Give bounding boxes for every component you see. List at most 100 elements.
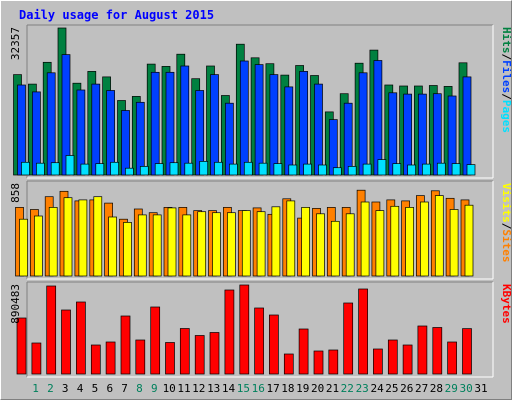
bar-visits-day-1 [19, 218, 28, 277]
bar-kbytes-day-2 [31, 342, 42, 375]
x-tick-day-28: 28 [430, 382, 443, 395]
x-tick-day-3: 3 [62, 382, 69, 395]
bar-pages-day-3 [50, 162, 60, 176]
legend-part-hits: Hits [500, 27, 511, 54]
bar-pages-day-24 [362, 163, 372, 176]
bar-kbytes-day-29 [432, 327, 443, 375]
legend-part-slash: / [500, 54, 511, 61]
bar-pages-day-10 [154, 163, 164, 176]
bar-pages-day-9 [139, 166, 149, 176]
x-tick-day-17: 17 [266, 382, 279, 395]
bar-files-day-16 [239, 60, 249, 176]
bar-visits-day-17 [256, 211, 266, 277]
legend-part-visits: Visits [500, 183, 511, 223]
x-tick-day-30: 30 [459, 382, 472, 395]
bar-pages-day-25 [377, 159, 387, 176]
bar-visits-day-11 [167, 207, 177, 277]
bar-visits-day-26 [390, 205, 400, 277]
legend-part-sites: Sites [500, 229, 511, 262]
bar-pages-day-5 [80, 163, 90, 176]
x-tick-day-11: 11 [177, 382, 190, 395]
bar-files-day-30 [447, 95, 457, 176]
bar-visits-day-25 [375, 210, 385, 277]
bar-pages-day-6 [95, 163, 105, 176]
bar-kbytes-day-12 [179, 328, 190, 375]
x-tick-day-23: 23 [356, 382, 369, 395]
x-tick-day-25: 25 [385, 382, 398, 395]
bar-files-day-24 [358, 72, 368, 176]
x-tick-day-6: 6 [106, 382, 113, 395]
bar-visits-day-7 [108, 216, 117, 277]
legend-part-pages: Pages [500, 100, 511, 133]
bar-visits-day-12 [182, 214, 192, 277]
series-legend-top: Hits/Files/Pages [500, 27, 511, 133]
bar-files-day-19 [284, 86, 294, 176]
bar-pages-day-8 [125, 167, 134, 176]
bar-kbytes-day-15 [224, 289, 235, 375]
bar-files-day-10 [150, 71, 160, 176]
series-legend-bottom: KBytes [500, 284, 511, 324]
bar-visits-day-2 [34, 215, 43, 277]
bar-pages-day-17 [258, 162, 268, 176]
x-tick-day-12: 12 [192, 382, 205, 395]
bar-kbytes-day-9 [135, 339, 146, 375]
bar-files-day-20 [299, 71, 308, 176]
y-max-label-bottom: 890483 [9, 284, 22, 324]
bar-pages-day-2 [36, 162, 45, 176]
bar-pages-day-15 [229, 163, 238, 176]
x-tick-day-14: 14 [222, 382, 236, 395]
bar-files-day-25 [373, 60, 383, 176]
x-tick-day-4: 4 [77, 382, 84, 395]
bar-files-day-2 [32, 91, 41, 176]
bar-pages-day-20 [303, 163, 312, 176]
bar-kbytes-day-31 [462, 328, 472, 375]
bar-files-day-17 [254, 64, 264, 176]
x-tick-day-13: 13 [207, 382, 220, 395]
bar-kbytes-day-4 [61, 309, 71, 375]
bar-kbytes-day-14 [209, 332, 220, 375]
bar-files-day-14 [210, 74, 219, 176]
bar-files-day-8 [121, 110, 130, 176]
chart-title: Daily usage for August 2015 [19, 8, 215, 22]
bar-pages-day-27 [407, 164, 416, 176]
bar-pages-day-22 [332, 167, 342, 176]
x-tick-day-10: 10 [163, 382, 176, 395]
bar-pages-day-14 [214, 161, 223, 176]
bar-pages-day-12 [184, 162, 194, 176]
x-tick-day-31: 31 [474, 382, 487, 395]
bar-kbytes-day-10 [150, 306, 161, 375]
bar-pages-day-18 [273, 163, 283, 176]
bar-pages-day-28 [422, 163, 431, 176]
bar-kbytes-day-8 [120, 315, 131, 375]
x-tick-day-18: 18 [281, 382, 294, 395]
y-max-label-middle: 858 [9, 183, 22, 203]
bar-files-day-12 [180, 65, 190, 176]
bar-kbytes-day-20 [298, 328, 309, 375]
bar-pages-day-13 [199, 161, 209, 176]
bar-kbytes-day-3 [46, 285, 57, 375]
bar-kbytes-day-7 [105, 341, 116, 375]
bar-pages-day-4 [65, 155, 75, 176]
bar-visits-day-28 [420, 201, 429, 277]
x-tick-day-21: 21 [326, 382, 339, 395]
bar-files-day-21 [314, 83, 323, 176]
bar-visits-day-15 [227, 212, 236, 277]
bar-visits-day-19 [286, 200, 296, 277]
y-max-label-top: 32357 [9, 27, 22, 60]
bar-pages-day-26 [392, 163, 402, 176]
bar-visits-day-6 [93, 196, 103, 277]
bar-visits-day-20 [301, 207, 310, 277]
bar-visits-day-21 [316, 213, 325, 277]
bar-kbytes-day-26 [387, 339, 398, 375]
bar-visits-day-18 [271, 206, 281, 277]
bar-pages-day-16 [243, 161, 253, 176]
x-tick-day-1: 1 [32, 382, 39, 395]
bar-pages-day-23 [347, 166, 357, 176]
bar-files-day-5 [76, 89, 86, 176]
x-tick-day-26: 26 [400, 382, 413, 395]
bar-visits-day-5 [78, 199, 88, 277]
x-tick-day-29: 29 [445, 382, 458, 395]
bar-visits-day-3 [48, 207, 58, 277]
